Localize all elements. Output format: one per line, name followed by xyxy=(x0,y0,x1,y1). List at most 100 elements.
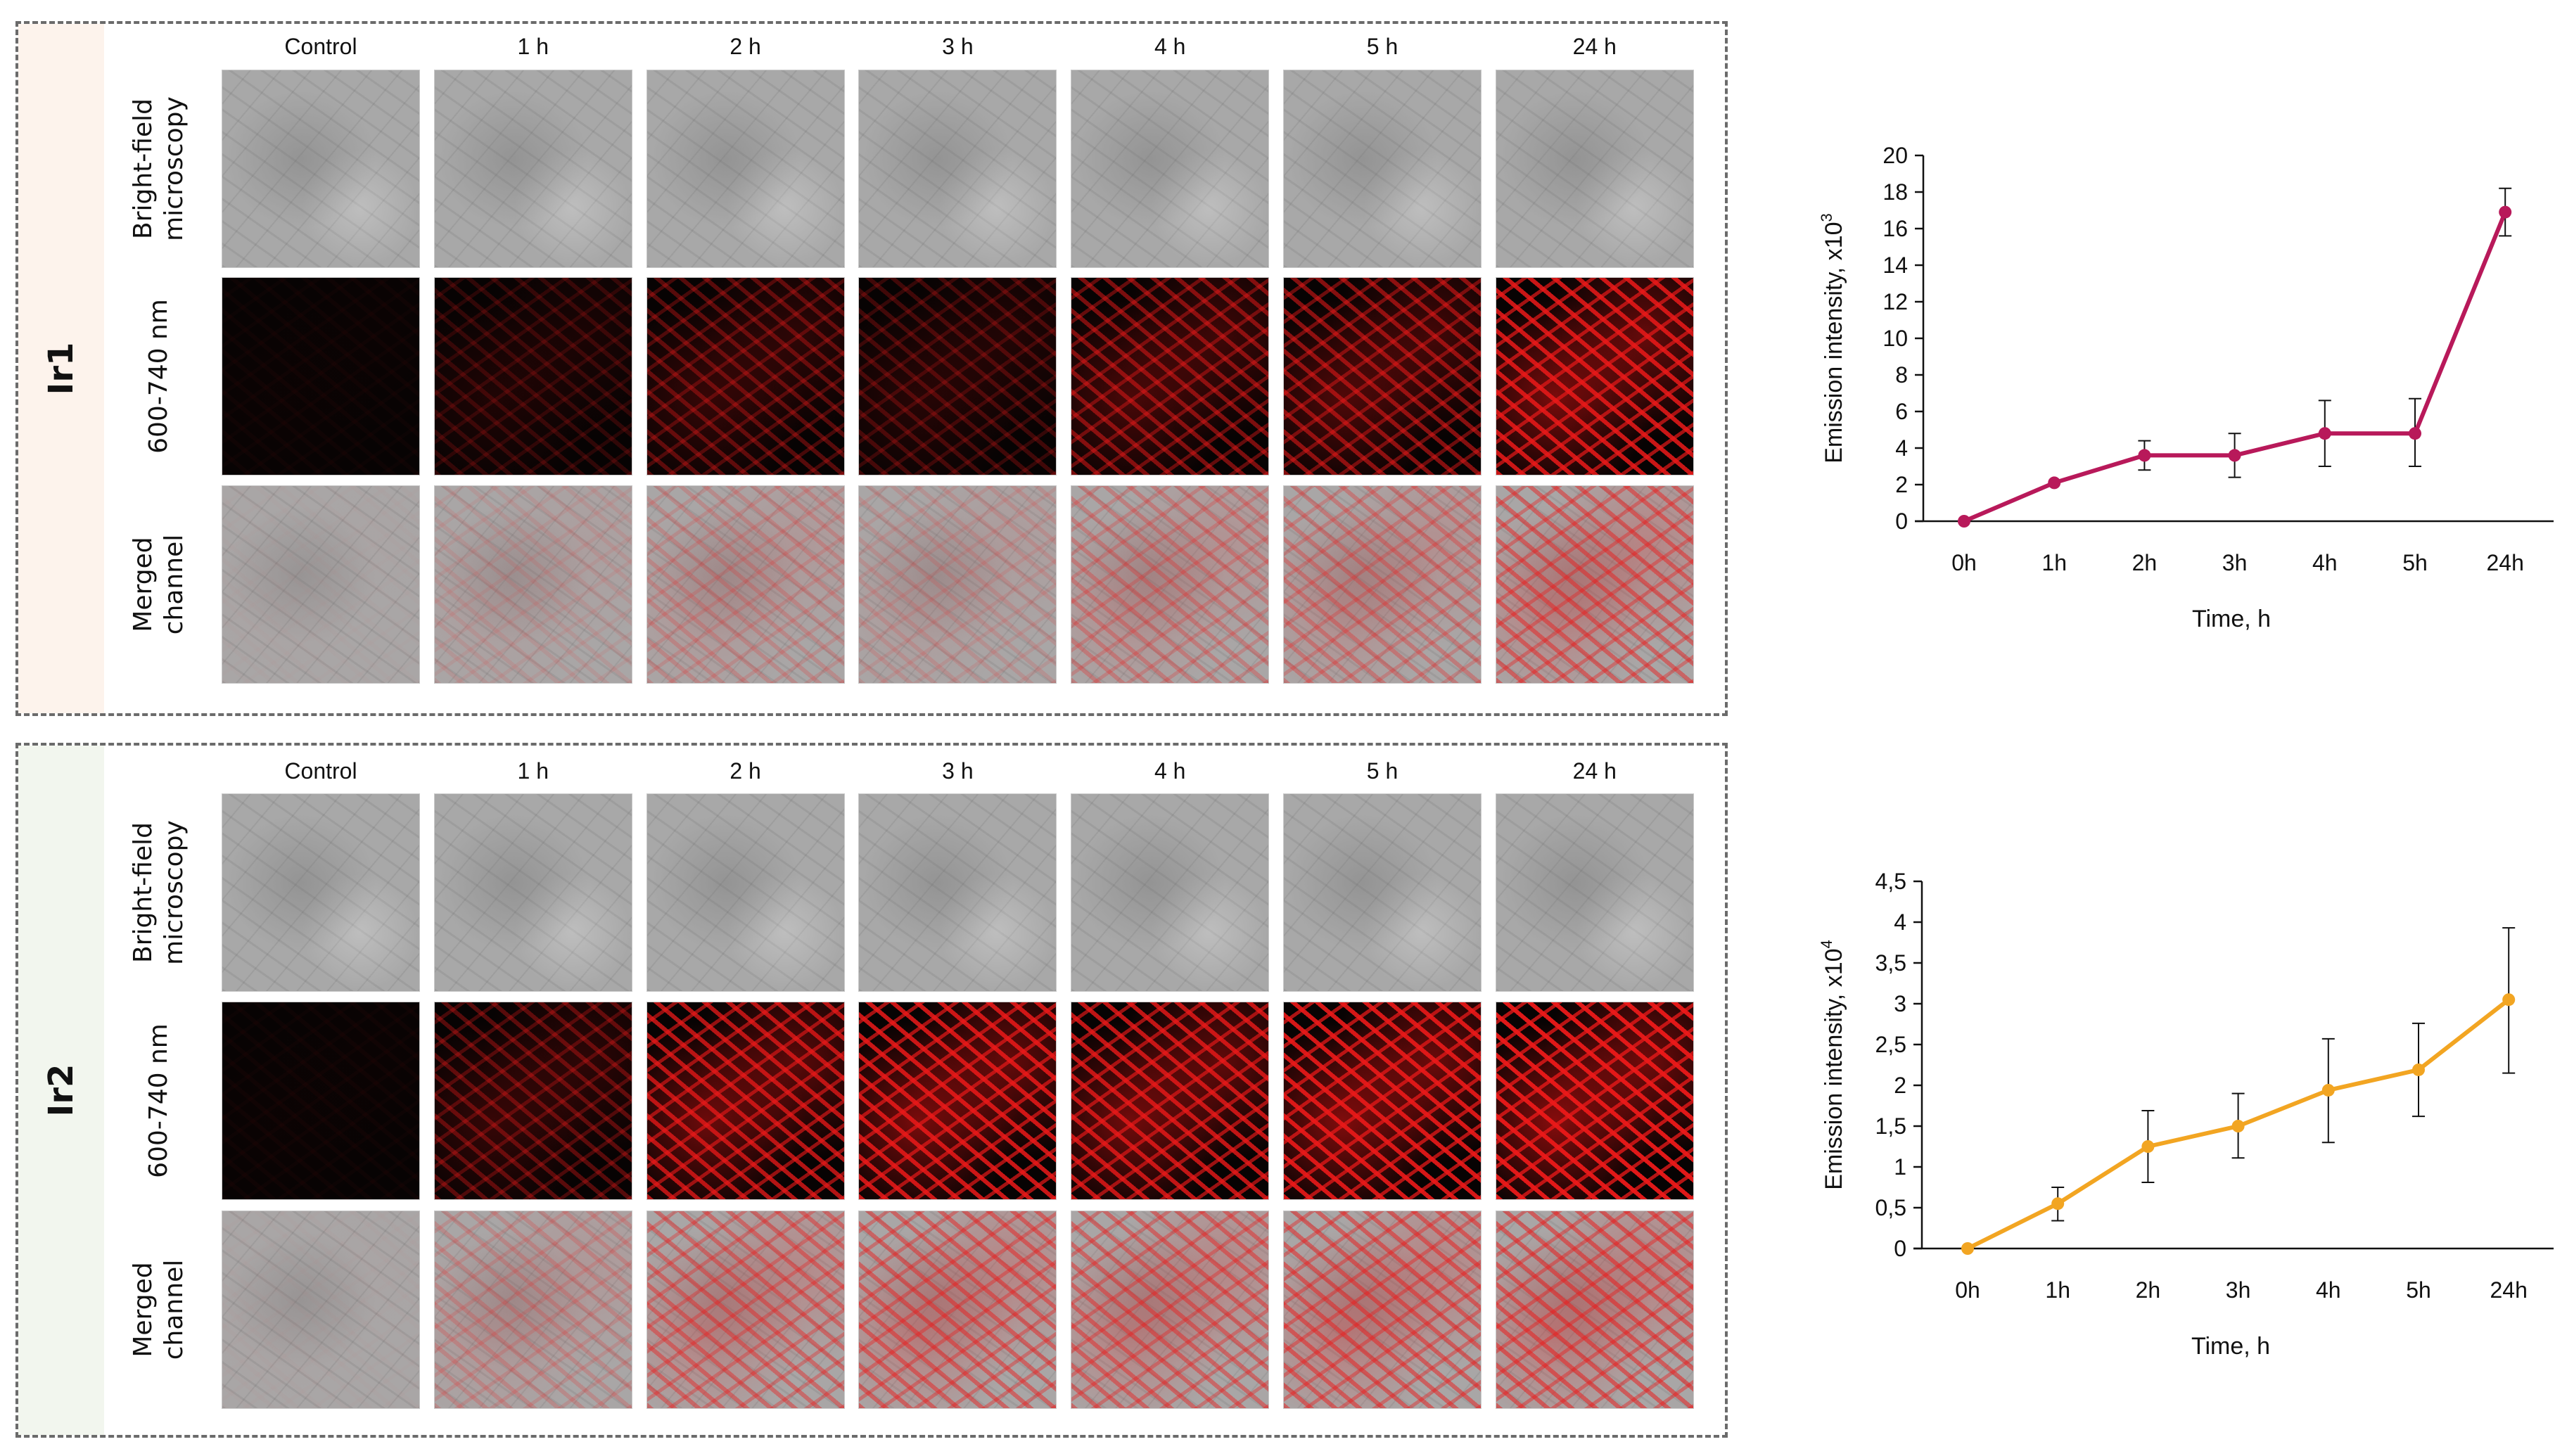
y-tick-label: 1,5 xyxy=(1875,1113,1906,1139)
row-label-line: microscopy xyxy=(160,820,189,965)
x-tick-label: 5h xyxy=(2402,550,2428,575)
y-tick-label: 3 xyxy=(1894,991,1906,1016)
fluorescence-image xyxy=(222,1002,420,1200)
x-tick-label: 0h xyxy=(1955,1277,1980,1303)
red-emission-overlay xyxy=(222,1002,419,1199)
bright-field-image xyxy=(858,70,1057,268)
x-tick-label: 2h xyxy=(2132,550,2158,575)
x-tick-label: 4h xyxy=(2316,1277,2341,1303)
row-label-line: Merged xyxy=(129,1262,158,1358)
bright-field-image xyxy=(1283,70,1482,268)
fluorescence-image xyxy=(222,277,420,475)
red-emission-overlay xyxy=(1496,486,1693,683)
merged-channel-image xyxy=(646,1211,845,1409)
data-point-marker xyxy=(2318,427,2331,440)
bright-field-image xyxy=(222,793,420,992)
y-axis-title-text: Emission intensity, x10 xyxy=(1821,948,1847,1189)
red-emission-overlay xyxy=(434,486,632,683)
red-emission-overlay xyxy=(222,1211,419,1408)
y-tick-label: 2 xyxy=(1894,1073,1906,1098)
line-chart: 0 0,5 1 1,5 2 2,5 3 3,5 4 4,5 0h 1h 2h 3h 4h 5h 24h Time,… xyxy=(1818,869,2554,1360)
y-tick-label: 6 xyxy=(1895,399,1908,424)
fluorescence-image xyxy=(1495,277,1694,475)
y-tick-label: 14 xyxy=(1882,253,1908,278)
data-point-marker xyxy=(2499,205,2512,219)
x-axis-title: Time, h xyxy=(2192,606,2271,632)
row-label-text: 600-740 nm xyxy=(144,1023,174,1178)
y-tick-label: 4 xyxy=(1894,909,1906,935)
x-tick-label: 1h xyxy=(2041,550,2067,575)
data-point-marker xyxy=(2141,1140,2155,1153)
fluorescence-image xyxy=(1283,1002,1482,1200)
row-label: 600-740 nm xyxy=(103,277,215,475)
red-emission-overlay xyxy=(434,278,632,475)
merged-channel-image xyxy=(1071,1211,1270,1409)
merged-channel-image xyxy=(646,485,845,684)
red-emission-overlay xyxy=(1284,486,1481,683)
fluorescence-image xyxy=(1071,1002,1270,1200)
fluorescence-image xyxy=(646,277,845,475)
ir1-microscopy-panel: Ir1 xyxy=(15,21,1728,716)
fluorescence-image xyxy=(433,1002,632,1200)
y-tick-label: 0 xyxy=(1895,509,1908,534)
y-axis-title-exponent: 4 xyxy=(1818,940,1835,948)
red-emission-overlay xyxy=(646,1211,844,1408)
row-label-line: channel xyxy=(160,534,189,635)
row-label: Merged channel xyxy=(103,1211,215,1409)
y-tick-label: 0 xyxy=(1894,1236,1906,1261)
ir2-emission-chart: 0 0,5 1 1,5 2 2,5 3 3,5 4 4,5 0h 1h 2h 3h 4h 5h 24h Time,… xyxy=(1787,855,2574,1361)
merged-channel-image xyxy=(433,485,632,684)
merged-channel-image xyxy=(1495,1211,1694,1409)
y-tick-label: 2,5 xyxy=(1875,1032,1906,1057)
x-tick-label: 0h xyxy=(1951,550,1977,575)
line-chart: 0 2 4 6 8 10 12 14 16 18 20 0h 1h 2h 3h 4h 5h 24h Time, h E… xyxy=(1818,143,2554,632)
y-tick-label: 4,5 xyxy=(1875,869,1906,894)
bright-field-image xyxy=(433,793,632,992)
ir2-microscopy-panel: Ir2 xyxy=(15,743,1728,1438)
red-emission-overlay xyxy=(1496,1002,1693,1199)
x-tick-label: 24h xyxy=(2487,550,2524,575)
ir2-label-column: Ir2 xyxy=(18,746,104,1435)
red-emission-overlay xyxy=(859,1002,1057,1199)
y-tick-label: 0,5 xyxy=(1875,1195,1906,1220)
row-label-line: Merged xyxy=(129,537,158,632)
red-emission-overlay xyxy=(1496,278,1693,475)
column-header: 24 h xyxy=(1572,758,1617,784)
row-label: Bright-field microscopy xyxy=(103,70,215,268)
y-tick-label: 10 xyxy=(1882,326,1908,351)
red-emission-overlay xyxy=(1071,486,1269,683)
merged-channel-image xyxy=(222,485,420,684)
row-label: Bright-field microscopy xyxy=(103,793,215,992)
row-label-line: microscopy xyxy=(160,96,189,241)
column-header: 5 h xyxy=(1366,758,1399,784)
y-tick-label: 2 xyxy=(1895,472,1908,497)
x-tick-label: 24h xyxy=(2490,1277,2528,1303)
red-emission-overlay xyxy=(859,1211,1057,1408)
y-tick-label: 16 xyxy=(1882,216,1908,241)
data-point-marker xyxy=(2502,993,2516,1007)
merged-channel-image xyxy=(858,1211,1057,1409)
fluorescence-image xyxy=(1071,277,1270,475)
x-tick-label: 2h xyxy=(2136,1277,2161,1303)
bright-field-image xyxy=(1071,70,1270,268)
merged-channel-image xyxy=(1283,485,1482,684)
row-label-line: 600-740 nm xyxy=(144,1023,173,1178)
column-header: Control xyxy=(284,758,357,784)
row-label: 600-740 nm xyxy=(103,1002,215,1200)
red-emission-overlay xyxy=(646,1002,844,1199)
column-header: 3 h xyxy=(942,34,974,59)
merged-channel-image xyxy=(1071,485,1270,684)
row-label: Merged channel xyxy=(103,485,215,684)
x-tick-label: 4h xyxy=(2312,550,2338,575)
bright-field-image xyxy=(1495,70,1694,268)
red-emission-overlay xyxy=(1284,278,1481,475)
red-emission-overlay xyxy=(646,486,844,683)
y-tick-label: 1 xyxy=(1894,1154,1906,1180)
y-axis-title-exponent: 3 xyxy=(1818,213,1835,222)
bright-field-image xyxy=(646,70,845,268)
data-point-marker xyxy=(2048,476,2061,490)
row-label-text: Merged channel xyxy=(128,535,190,634)
bright-field-image xyxy=(1495,793,1694,992)
x-tick-label: 5h xyxy=(2406,1277,2431,1303)
data-point-marker xyxy=(2051,1197,2065,1211)
